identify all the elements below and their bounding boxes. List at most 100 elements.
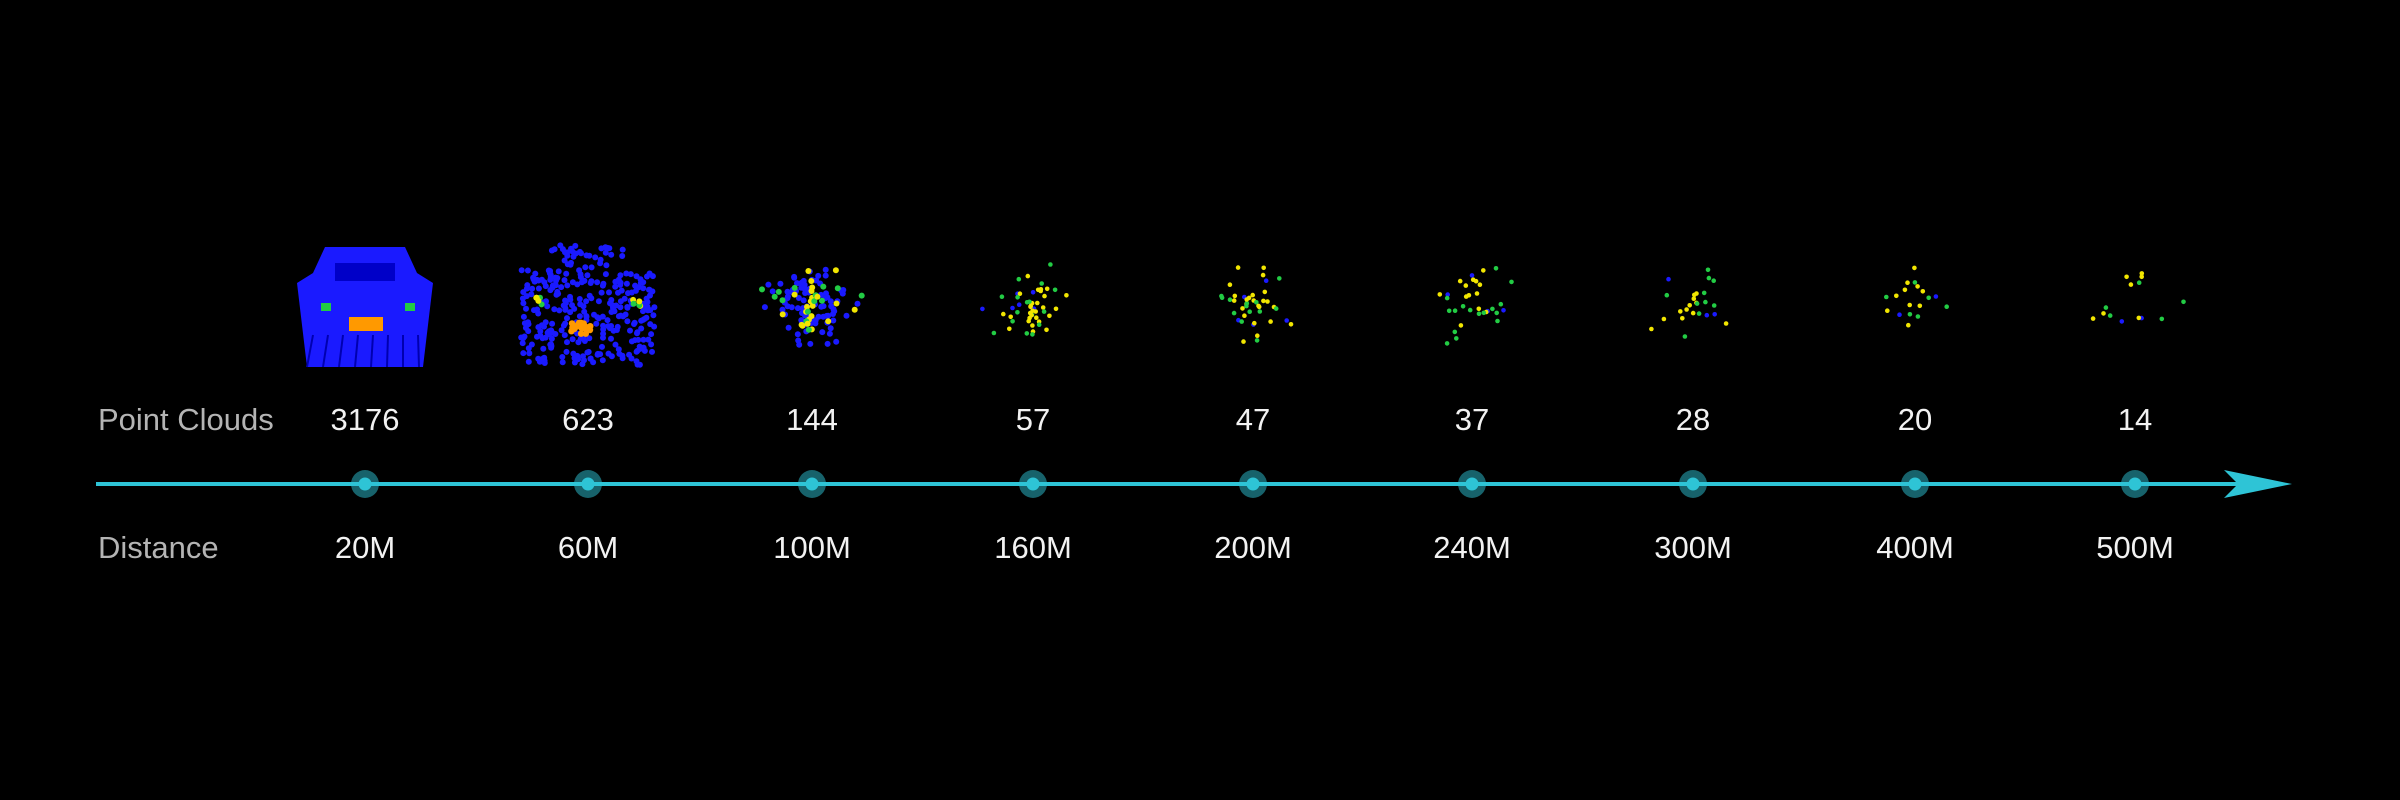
point [647, 292, 653, 299]
point [794, 331, 801, 338]
point [1723, 321, 1729, 326]
point [827, 298, 834, 305]
point [1244, 297, 1249, 302]
distance-label: 500M [2096, 530, 2174, 565]
point [577, 274, 584, 281]
point [524, 282, 531, 289]
point [1711, 278, 1716, 284]
point [564, 315, 570, 322]
point [1481, 268, 1486, 273]
point [535, 285, 542, 292]
point [555, 268, 562, 275]
distance-label: 20M [334, 530, 396, 565]
point [1458, 323, 1464, 328]
point [1476, 306, 1482, 312]
point [1227, 282, 1233, 288]
point [561, 257, 568, 264]
point [572, 250, 579, 257]
point-cloud [759, 266, 865, 348]
point [581, 357, 587, 364]
point [1711, 303, 1717, 308]
point [577, 301, 584, 308]
point [1481, 310, 1487, 316]
point [561, 332, 568, 339]
point [541, 279, 548, 286]
scan-line [354, 334, 359, 368]
point [595, 315, 602, 322]
point [617, 272, 624, 279]
point [1015, 295, 1020, 300]
distance-marker [1246, 477, 1260, 491]
license-plate-points [349, 317, 383, 331]
point [830, 317, 837, 324]
point [1010, 319, 1015, 324]
point [1231, 298, 1237, 303]
point [1915, 314, 1921, 319]
point [1467, 307, 1473, 313]
point [759, 286, 765, 293]
point [577, 322, 584, 329]
point [520, 335, 527, 342]
point [2090, 316, 2096, 321]
distance-marker [1686, 477, 1700, 491]
point [636, 298, 643, 305]
point [608, 297, 615, 303]
point [1445, 292, 1450, 297]
point [630, 300, 637, 307]
point [590, 359, 597, 366]
point [1027, 315, 1032, 321]
point [562, 305, 569, 312]
point [537, 328, 544, 335]
point [1454, 336, 1459, 341]
point-cloud [2090, 271, 2186, 324]
point [648, 331, 655, 338]
point-cloud [980, 262, 1069, 337]
point [1452, 329, 1458, 335]
point [1470, 277, 1476, 283]
point [1047, 313, 1052, 319]
axis-arrow-icon [2224, 470, 2292, 498]
point [1694, 291, 1699, 296]
point [636, 361, 643, 368]
point [523, 305, 529, 312]
point [582, 264, 589, 271]
point [1897, 312, 1902, 318]
point [1265, 299, 1270, 304]
point [559, 354, 566, 360]
point [528, 291, 535, 298]
point [805, 326, 812, 333]
point [791, 284, 798, 291]
point [582, 330, 589, 337]
point [1010, 305, 1015, 311]
point [2136, 315, 2142, 321]
scan-line [417, 334, 420, 368]
point-cloud [1437, 266, 1514, 346]
point [541, 323, 547, 330]
point [1034, 315, 1039, 321]
point [1884, 294, 1889, 300]
point [641, 316, 648, 322]
point [1247, 309, 1252, 315]
point [608, 323, 615, 329]
point [1501, 308, 1506, 313]
distance-label: 300M [1654, 530, 1732, 565]
point [1219, 295, 1225, 301]
point [597, 351, 604, 358]
point [826, 330, 833, 337]
point [567, 309, 574, 316]
point [526, 350, 533, 357]
point [1446, 308, 1452, 314]
point [2101, 311, 2106, 316]
point [618, 287, 625, 294]
point [1053, 306, 1059, 312]
point [1944, 304, 1949, 310]
point [2159, 316, 2165, 322]
point [991, 330, 997, 336]
point [1252, 320, 1257, 326]
point [800, 297, 807, 304]
headlight-points [405, 303, 415, 311]
point [1703, 299, 1708, 305]
point [1466, 293, 1472, 298]
point [1016, 302, 1022, 308]
